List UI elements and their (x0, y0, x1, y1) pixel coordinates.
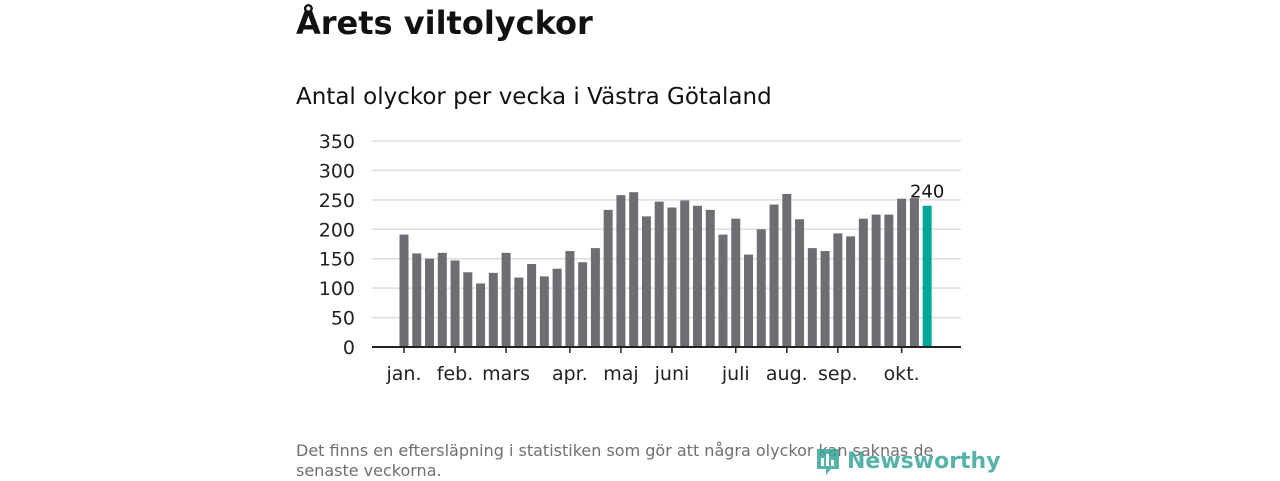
x-tick-label: mars (482, 363, 530, 385)
logo-text: Newsworthy (847, 448, 1001, 474)
bar (756, 229, 766, 347)
bar (871, 214, 881, 347)
bar (820, 251, 830, 347)
bar (552, 268, 562, 347)
chart-subtitle: Antal olyckor per vecka i Västra Götalan… (296, 84, 772, 110)
bar (731, 218, 741, 347)
bar (897, 198, 907, 347)
bar (425, 258, 435, 347)
newsworthy-logo-icon (817, 449, 839, 475)
x-tick-label: juni (654, 363, 690, 385)
bar (450, 260, 460, 347)
page-title: Årets viltolyckor (296, 4, 593, 42)
x-tick-label: maj (603, 363, 638, 385)
bar (514, 277, 524, 347)
y-tick-label: 350 (319, 131, 355, 153)
bar (641, 216, 651, 347)
bar (744, 254, 754, 347)
newsworthy-logo[interactable]: Newsworthy (815, 446, 1001, 476)
y-tick-label: 300 (319, 160, 355, 182)
x-tick-label: aug. (766, 363, 808, 385)
y-tick-label: 100 (319, 278, 355, 300)
bar (846, 236, 856, 347)
bar (705, 209, 715, 347)
bar (629, 192, 639, 347)
y-tick-label: 0 (343, 337, 355, 359)
bar-highlight (922, 205, 932, 347)
bar (463, 272, 473, 347)
bar (692, 205, 702, 347)
bar (616, 195, 626, 347)
x-tick-label: apr. (552, 363, 588, 385)
bar (782, 193, 792, 347)
bar-chart: 0 50 100 150 200 250 300 350 240 jan. feb. mars apr.… (319, 131, 961, 385)
footnote: Det finns en eftersläpning i statistiken… (296, 441, 934, 480)
x-tick-label: sep. (818, 363, 858, 385)
bar (795, 219, 805, 347)
x-tick-label: okt. (884, 363, 920, 385)
bar (807, 248, 817, 347)
bar (476, 283, 486, 347)
bar (769, 204, 779, 347)
bar (718, 234, 728, 347)
bar (565, 251, 575, 347)
bar (667, 207, 677, 347)
bar (527, 264, 537, 347)
x-tick-label: feb. (437, 363, 473, 385)
bar (399, 234, 409, 347)
bar (858, 218, 868, 347)
bar (437, 252, 447, 347)
bar (654, 201, 664, 347)
bar (603, 209, 613, 347)
bar (590, 248, 600, 347)
bar (539, 276, 549, 347)
x-tick-label: juli (721, 363, 750, 385)
bar (833, 233, 843, 347)
bar (412, 253, 422, 347)
data-label: 240 (910, 182, 944, 203)
bar (501, 252, 511, 347)
bar (488, 272, 498, 347)
y-tick-label: 200 (319, 219, 355, 241)
bar (578, 262, 588, 347)
y-tick-label: 150 (319, 249, 355, 271)
x-tick-label: jan. (385, 363, 421, 385)
bar (680, 200, 690, 347)
y-tick-label: 250 (319, 190, 355, 212)
bar (884, 214, 894, 347)
y-tick-label: 50 (331, 308, 355, 330)
bar (909, 198, 919, 347)
